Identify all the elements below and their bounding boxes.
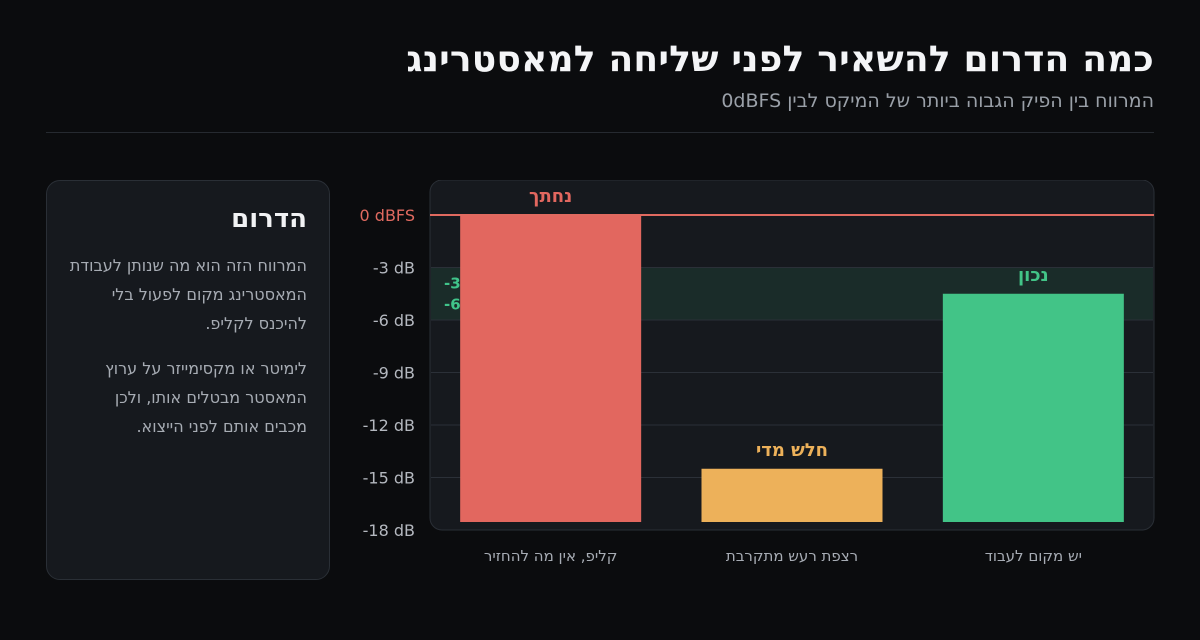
explanation-card: הדרום המרווח הזה הוא מה שנותן לעבודת המא… (46, 180, 330, 580)
headroom-bar-chart: 0 dBFS-3 dB-6 dB-9 dB-12 dB-15 dB-18 dB-… (360, 179, 1155, 565)
explanation-paragraph-2: לימיטר או מקסימייזר על ערוץ המאסטר מבטלי… (105, 359, 307, 436)
header-divider (46, 132, 1154, 133)
bar (460, 215, 642, 522)
y-tick-label: -15 dB (363, 469, 415, 488)
x-category-label: קליפ, אין מה להחזיר (484, 547, 618, 565)
chart-header: כמה הדרום להשאיר לפני שליחה למאסטרינג המ… (46, 36, 1154, 114)
y-tick-label: -18 dB (363, 521, 415, 540)
y-tick-label: -9 dB (373, 364, 415, 383)
y-tick-label: -6 dB (373, 311, 415, 330)
explanation-title: הדרום (231, 204, 307, 234)
y-tick-label: -12 dB (363, 416, 415, 435)
x-category-label: יש מקום לעבוד (985, 547, 1082, 565)
y-tick-label: 0 dBFS (360, 206, 415, 225)
page-title: כמה הדרום להשאיר לפני שליחה למאסטרינג (406, 39, 1154, 80)
x-category-label: רצפת רעש מתקרבת (726, 547, 858, 565)
explanation-paragraph-1: המרווח הזה הוא מה שנותן לעבודת המאסטרינג… (69, 256, 307, 333)
y-tick-label: -3 dB (373, 259, 415, 278)
bar-value-label: חלש מדי (756, 440, 828, 461)
headroom-chart: 0 dBFS -3 dB -6 dB -9 dB -12 dB -15 dB -18 dB -… (340, 179, 1180, 580)
bar-value-label: נחתך (529, 186, 572, 207)
bar-value-label: נכון (1018, 265, 1049, 286)
bar (701, 468, 883, 522)
page-subtitle: המרווח בין הפיק הגבוה ביותר של המיקס לבי… (721, 90, 1154, 112)
bar (942, 293, 1124, 522)
